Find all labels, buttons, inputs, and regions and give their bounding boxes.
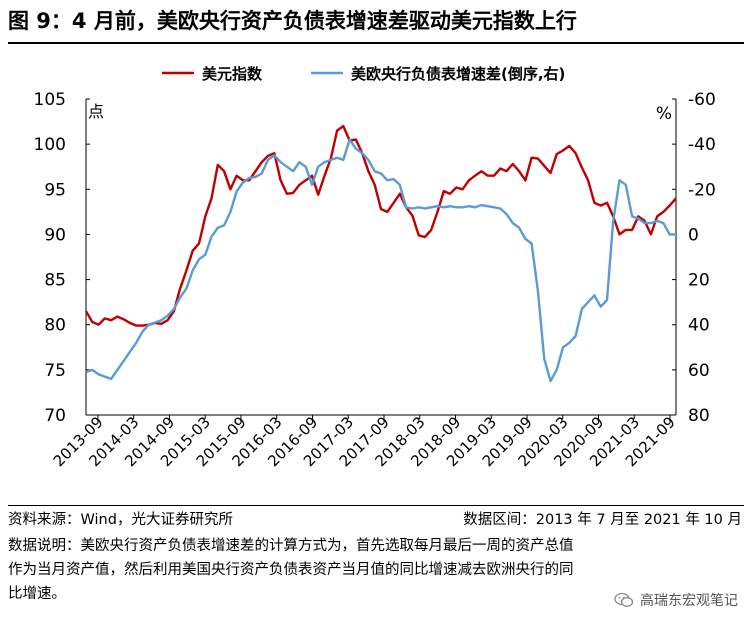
data-description-line-2: 作为当月资产值，然后利用美国央行资产负债表资产当月值的同比增速减去欧洲央行的同 — [8, 562, 574, 578]
left-tick-label: 90 — [44, 225, 66, 245]
wechat-icon — [614, 592, 634, 607]
chart-legend: 美元指数 美欧央行负债表增速差(倒序,右) — [162, 65, 565, 83]
right-tick-label: -40 — [688, 135, 716, 155]
data-description-line-3: 比增速。 — [8, 586, 66, 602]
data-description-line-1: 数据说明：美欧央行资产负债表增速差的计算方式为，首先选取每月最后一周的资产总值 — [8, 538, 574, 554]
right-tick-label: -60 — [688, 90, 716, 110]
right-tick-label: 0 — [688, 225, 699, 245]
left-tick-label: 80 — [44, 316, 66, 336]
right-tick-label: 40 — [688, 316, 710, 336]
source-note: 资料来源：Wind，光大证券研究所 — [8, 512, 233, 528]
data-range-note: 数据区间：2013 年 7 月至 2021 年 10 月 — [463, 512, 742, 528]
right-axis-unit: % — [656, 104, 672, 124]
series-layer — [84, 124, 677, 383]
dual-axis-line-chart: 美元指数 美欧央行负债表增速差(倒序,右) 70 75 80 85 90 95 100 105 -… — [34, 65, 716, 470]
legend-label-balance-sheet-gap: 美欧央行负债表增速差(倒序,右) — [351, 65, 565, 83]
brand-name: 高瑞东宏观笔记 — [640, 593, 738, 609]
legend-label-usd-index: 美元指数 — [202, 65, 263, 83]
right-tick-label: 20 — [688, 271, 710, 291]
left-tick-label: 75 — [44, 361, 66, 381]
right-tick-label: 60 — [688, 361, 710, 381]
left-tick-label: 95 — [44, 180, 66, 200]
left-tick-label: 70 — [44, 406, 66, 426]
left-tick-label: 105 — [34, 90, 66, 110]
left-tick-label: 85 — [44, 271, 66, 291]
left-tick-label: 100 — [34, 135, 66, 155]
left-axis-unit: 点 — [88, 102, 104, 121]
right-tick-label: 80 — [688, 406, 710, 426]
series-line-balance-sheet-gap — [85, 138, 676, 383]
brand-watermark: 高瑞东宏观笔记 — [614, 590, 738, 610]
series-line-usd-index — [84, 124, 677, 327]
page-title: 图 9：4 月前，美欧央行资产负债表增速差驱动美元指数上行 — [8, 9, 577, 33]
right-tick-label: -20 — [688, 180, 716, 200]
title-divider — [8, 42, 744, 44]
footer-divider — [8, 505, 744, 506]
